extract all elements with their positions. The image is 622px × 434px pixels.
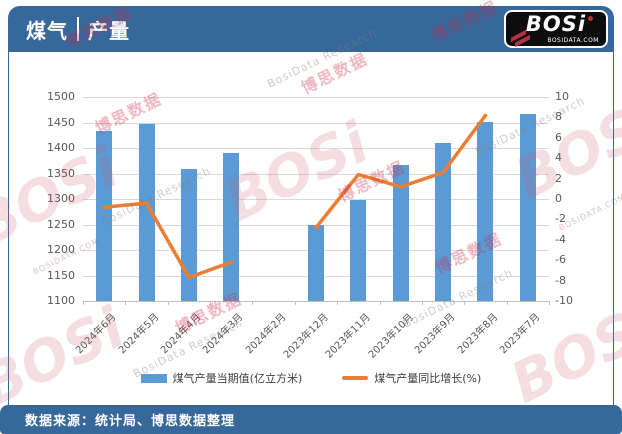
legend-item-line: 煤气产量同比增长(%) — [342, 370, 481, 386]
x-axis-label: 2023年10月 — [366, 311, 416, 361]
y-axis-right-tick-label: 8 — [555, 110, 562, 124]
growth-line — [102, 113, 488, 280]
x-axis-tick — [337, 301, 339, 305]
y-axis-right-tick-label: 6 — [555, 130, 562, 144]
y-axis-left-tick-label: 1250 — [47, 217, 75, 231]
y-axis-right-tick-label: -8 — [555, 273, 566, 287]
data-source-text: 数据来源：统计局、博思数据整理 — [25, 414, 236, 429]
bar-2023年7月 — [519, 114, 536, 301]
gridline — [83, 148, 549, 149]
y-axis-left-tick-label: 1300 — [47, 192, 75, 205]
chart-legend: 煤气产量当期值(亿立方米) 煤气产量同比增长(%) — [9, 370, 613, 386]
bosi-logo-domain: BOSIDATA.COM — [547, 37, 599, 44]
gridline — [83, 173, 549, 175]
page-title-left: 煤气 — [26, 18, 68, 43]
x-axis-label: 2024年6月 — [74, 311, 119, 357]
y-axis-right-tick-label: 2 — [555, 171, 562, 185]
y-axis-left-tick-label: 1100 — [47, 294, 75, 307]
y-axis-left-tick-label: 1150 — [47, 268, 75, 282]
x-axis-tick — [506, 301, 508, 305]
x-axis-tick — [210, 301, 212, 305]
y-axis-right-tick-label: -4 — [555, 232, 566, 246]
x-axis-tick — [464, 301, 466, 305]
gridline — [83, 199, 549, 200]
gridline — [83, 301, 549, 302]
x-axis-label: 2023年7月 — [498, 311, 543, 357]
bar-2024年6月 — [96, 131, 113, 301]
growth-line-segment — [102, 201, 234, 280]
x-axis-tick — [549, 301, 550, 305]
y-axis-right-tick-label: 4 — [555, 151, 562, 165]
x-axis-label: 2024年4月 — [159, 311, 204, 357]
bar-2024年5月 — [138, 123, 155, 301]
x-axis-label: 2023年8月 — [455, 311, 501, 357]
y-axis-right-tick-label: -2 — [555, 212, 566, 226]
footer-bar: 数据来源：统计局、博思数据整理 — [0, 405, 622, 434]
y-axis-left-tick-label: 1450 — [47, 115, 75, 129]
x-axis-label: 2023年9月 — [413, 311, 458, 357]
bar-2023年12月 — [308, 225, 324, 301]
x-axis-tick — [379, 301, 381, 305]
growth-line-segment — [314, 113, 488, 230]
x-axis-label: 2024年3月 — [201, 311, 246, 357]
x-axis-tick — [167, 301, 169, 305]
legend-bar-label: 煤气产量当期值(亿立方米) — [172, 372, 303, 385]
gridline — [83, 97, 549, 98]
y-axis-left-tick-label: 1200 — [47, 243, 75, 256]
x-axis-tick — [294, 301, 296, 305]
y-axis-right-tick-label: -6 — [555, 253, 566, 267]
line-series-swatch-icon — [342, 376, 369, 380]
x-axis-label: 2023年11月 — [324, 311, 373, 361]
y-axis-right-tick-label: 10 — [555, 90, 569, 103]
x-axis-tick — [83, 301, 84, 305]
y-axis-left-tick-label: 1350 — [47, 166, 75, 180]
header-bar: 煤气 产量 BOSi BOSIDATA.COM — [8, 6, 614, 52]
x-axis-tick — [252, 301, 254, 305]
y-axis-left-tick-label: 1500 — [47, 90, 75, 103]
y-axis-right-tick-label: 0 — [555, 192, 562, 205]
bar-2023年11月 — [350, 200, 367, 301]
legend-item-bar: 煤气产量当期值(亿立方米) — [140, 370, 303, 386]
page-title-right: 产量 — [88, 18, 130, 43]
y-axis-left-tick-label: 1400 — [47, 141, 75, 154]
x-axis-tick — [421, 301, 423, 305]
bar-2023年10月 — [392, 164, 409, 301]
bar-2023年9月 — [435, 142, 452, 301]
legend-line-label: 煤气产量同比增长(%) — [374, 372, 482, 385]
logo-red-dot-icon — [588, 16, 593, 21]
bosi-logo-text: BOSi — [525, 12, 587, 36]
bar-2023年8月 — [477, 121, 494, 301]
chart-area: 1500 1450 1400 1350 1300 1250 1200 1150 1100 10 8 6… — [8, 52, 614, 405]
x-axis-tick — [125, 301, 127, 305]
title-divider — [77, 17, 79, 41]
gridline — [83, 122, 549, 124]
y-axis-right-tick-label: -10 — [555, 294, 573, 307]
page-title: 煤气 产量 — [26, 15, 130, 44]
bosi-logo: BOSi BOSIDATA.COM — [504, 10, 608, 48]
bar-series-swatch-icon — [140, 373, 167, 383]
x-axis-label: 2024年5月 — [116, 311, 162, 357]
